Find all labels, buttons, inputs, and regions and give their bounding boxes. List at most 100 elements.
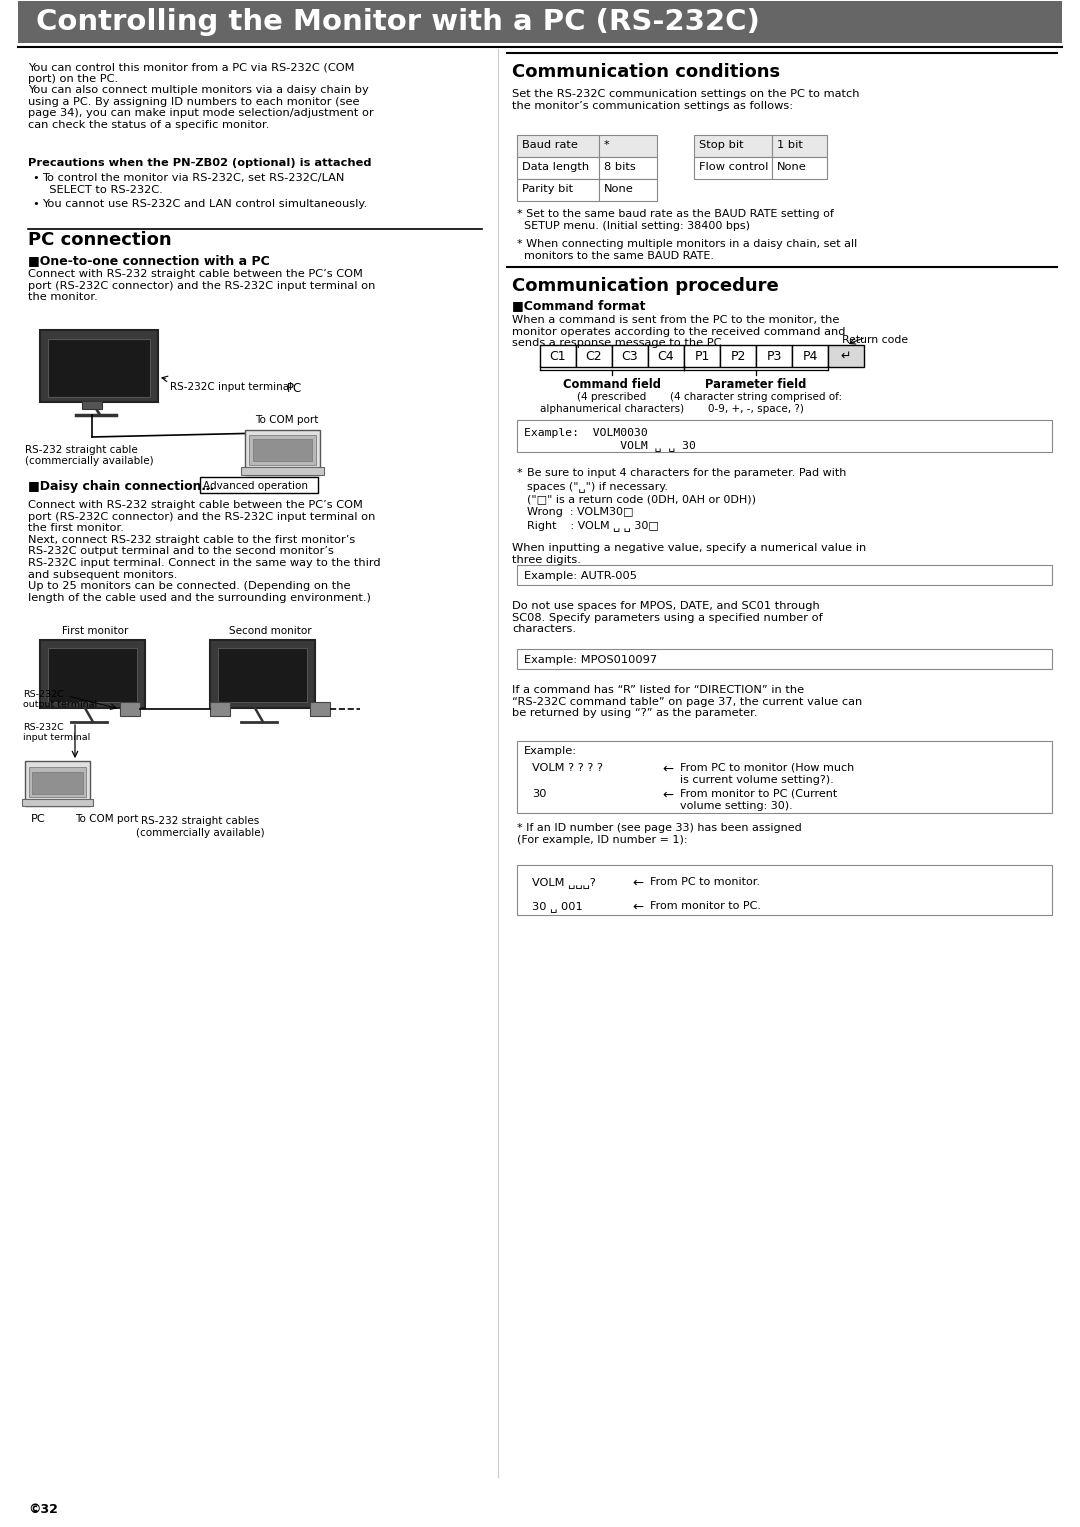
- Bar: [828, 345, 864, 366]
- Text: When inputting a negative value, specify a numerical value in
three digits.: When inputting a negative value, specify…: [512, 544, 866, 565]
- Bar: [25, 760, 90, 806]
- Bar: [648, 345, 684, 366]
- Text: From monitor to PC.: From monitor to PC.: [650, 901, 761, 912]
- Bar: [253, 438, 312, 461]
- Text: Flow control: Flow control: [699, 162, 768, 173]
- Bar: [517, 565, 1052, 585]
- Text: Right    : VOLM ␣ ␣ 30□: Right : VOLM ␣ ␣ 30□: [527, 521, 659, 531]
- Bar: [241, 467, 324, 475]
- Text: •: •: [32, 173, 39, 183]
- Bar: [48, 647, 137, 702]
- Bar: [772, 157, 827, 179]
- Bar: [32, 773, 83, 794]
- Text: Connect with RS-232 straight cable between the PC’s COM
port (RS-232C connector): Connect with RS-232 straight cable betwe…: [28, 269, 376, 302]
- Text: None: None: [604, 183, 634, 194]
- Text: You cannot use RS-232C and LAN control simultaneously.: You cannot use RS-232C and LAN control s…: [42, 199, 367, 209]
- Text: From monitor to PC (Current
volume setting: 30).: From monitor to PC (Current volume setti…: [680, 789, 837, 811]
- Text: P1: P1: [694, 350, 710, 362]
- Text: RS-232 straight cables: RS-232 straight cables: [140, 815, 259, 826]
- Text: spaces ("␣") if necessary.: spaces ("␣") if necessary.: [527, 481, 669, 492]
- Text: To control the monitor via RS-232C, set RS-232C/LAN
  SELECT to RS-232C.: To control the monitor via RS-232C, set …: [42, 173, 345, 194]
- Text: 30 ␣ 001: 30 ␣ 001: [532, 901, 583, 912]
- Text: 8 bits: 8 bits: [604, 162, 636, 173]
- Bar: [540, 345, 576, 366]
- Bar: [612, 345, 648, 366]
- Bar: [120, 702, 140, 716]
- Bar: [210, 702, 230, 716]
- Text: Do not use spaces for MPOS, DATE, and SC01 through
SC08. Specify parameters usin: Do not use spaces for MPOS, DATE, and SC…: [512, 602, 823, 634]
- Text: First monitor: First monitor: [62, 626, 129, 637]
- Bar: [517, 420, 1052, 452]
- Text: Return code: Return code: [842, 334, 908, 345]
- Bar: [720, 345, 756, 366]
- Text: 1 bit: 1 bit: [777, 140, 802, 150]
- Bar: [29, 767, 86, 797]
- Bar: [48, 339, 150, 397]
- Text: Stop bit: Stop bit: [699, 140, 744, 150]
- Text: Communication procedure: Communication procedure: [512, 276, 779, 295]
- Text: PC: PC: [287, 382, 302, 395]
- Text: RS-232C
output terminal: RS-232C output terminal: [23, 690, 97, 710]
- Text: RS-232C
input terminal: RS-232C input terminal: [23, 722, 91, 742]
- Text: VOLM ? ? ? ?: VOLM ? ? ? ?: [532, 764, 603, 773]
- Text: •: •: [32, 199, 39, 209]
- Text: RS-232 straight cable: RS-232 straight cable: [25, 444, 138, 455]
- Text: ←: ←: [632, 876, 643, 890]
- Text: P4: P4: [802, 350, 818, 362]
- Bar: [200, 476, 318, 493]
- Bar: [22, 799, 93, 806]
- Text: Example: AUTR-005: Example: AUTR-005: [524, 571, 637, 580]
- Bar: [772, 134, 827, 157]
- Bar: [694, 157, 772, 179]
- Bar: [599, 179, 657, 202]
- Text: To COM port: To COM port: [75, 814, 138, 825]
- Text: ←: ←: [662, 789, 673, 802]
- Text: (4 prescribed
alphanumerical characters): (4 prescribed alphanumerical characters): [540, 392, 684, 414]
- Bar: [517, 649, 1052, 669]
- Text: Parity bit: Parity bit: [522, 183, 573, 194]
- Bar: [18, 2, 1062, 43]
- Text: PC: PC: [31, 814, 45, 825]
- Text: From PC to monitor (How much
is current volume setting?).: From PC to monitor (How much is current …: [680, 764, 854, 785]
- Bar: [517, 134, 599, 157]
- Bar: [249, 435, 316, 466]
- Text: Advanced operation: Advanced operation: [203, 481, 308, 492]
- Text: ←: ←: [662, 764, 673, 776]
- Bar: [310, 702, 330, 716]
- Text: Parameter field: Parameter field: [705, 379, 807, 391]
- Text: Baud rate: Baud rate: [522, 140, 578, 150]
- Bar: [40, 640, 145, 709]
- Text: PC connection: PC connection: [28, 231, 172, 249]
- Text: ■One-to-one connection with a PC: ■One-to-one connection with a PC: [28, 253, 270, 267]
- Text: You can control this monitor from a PC via RS-232C (COM
port) on the PC.
You can: You can control this monitor from a PC v…: [28, 63, 374, 130]
- Bar: [599, 157, 657, 179]
- Text: (commercially available): (commercially available): [136, 828, 265, 838]
- Bar: [756, 345, 792, 366]
- Text: ←: ←: [632, 901, 643, 915]
- Text: ■Daisy chain connection…: ■Daisy chain connection…: [28, 479, 214, 493]
- Text: ("□" is a return code (0DH, 0AH or 0DH)): ("□" is a return code (0DH, 0AH or 0DH)): [527, 495, 756, 504]
- Text: VOLM ␣ ␣ 30: VOLM ␣ ␣ 30: [524, 440, 696, 450]
- Bar: [245, 431, 320, 475]
- Text: C1: C1: [550, 350, 566, 362]
- Text: P3: P3: [767, 350, 782, 362]
- Text: VOLM ␣␣␣?: VOLM ␣␣␣?: [532, 876, 596, 887]
- Bar: [517, 157, 599, 179]
- Text: * Set to the same baud rate as the BAUD RATE setting of
  SETUP menu. (Initial s: * Set to the same baud rate as the BAUD …: [517, 209, 834, 231]
- Text: ↵: ↵: [840, 350, 851, 362]
- Bar: [694, 134, 772, 157]
- Bar: [517, 741, 1052, 812]
- Text: *: *: [517, 467, 523, 478]
- Text: ■Command format: ■Command format: [512, 299, 646, 312]
- Text: Example:  VOLM0030: Example: VOLM0030: [524, 428, 648, 438]
- Bar: [684, 345, 720, 366]
- Text: Example: MPOS010097: Example: MPOS010097: [524, 655, 657, 664]
- Bar: [517, 864, 1052, 915]
- Text: Connect with RS-232 straight cable between the PC’s COM
port (RS-232C connector): Connect with RS-232 straight cable betwe…: [28, 499, 380, 603]
- Text: * When connecting multiple monitors in a daisy chain, set all
  monitors to the : * When connecting multiple monitors in a…: [517, 240, 858, 261]
- Text: (commercially available): (commercially available): [25, 457, 153, 466]
- Text: Data length: Data length: [522, 162, 589, 173]
- Bar: [599, 134, 657, 157]
- Text: 30: 30: [532, 789, 546, 799]
- Text: * If an ID number (see page 33) has been assigned
(For example, ID number = 1):: * If an ID number (see page 33) has been…: [517, 823, 801, 844]
